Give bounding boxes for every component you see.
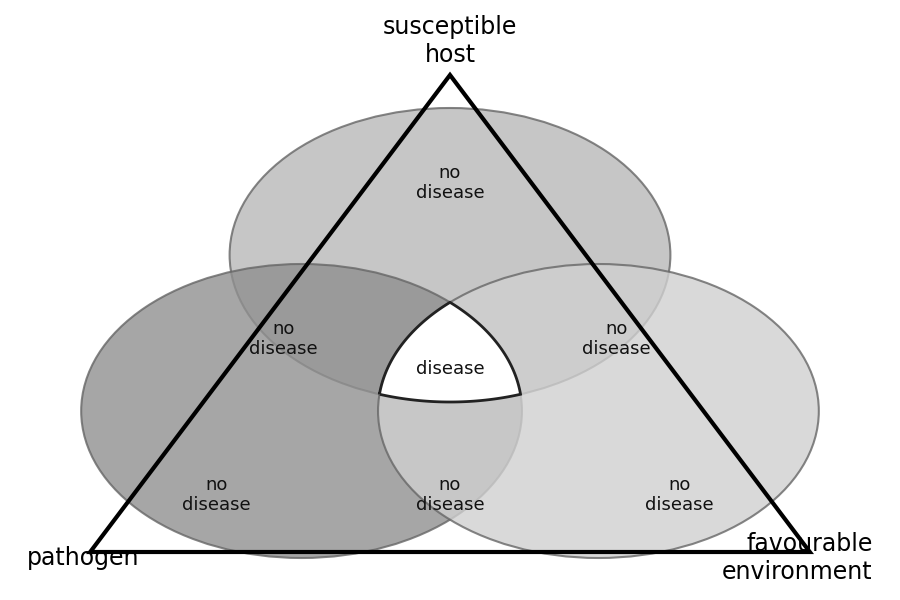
Text: no
disease: no disease: [416, 164, 484, 202]
Text: no
disease: no disease: [182, 476, 250, 514]
Text: susceptible
host: susceptible host: [382, 15, 518, 67]
Text: no
disease: no disease: [582, 320, 651, 358]
Text: disease: disease: [416, 360, 484, 378]
Text: pathogen: pathogen: [27, 546, 140, 570]
Circle shape: [81, 264, 522, 558]
Polygon shape: [380, 302, 520, 402]
Text: no
disease: no disease: [645, 476, 714, 514]
Text: no
disease: no disease: [249, 320, 318, 358]
Circle shape: [378, 264, 819, 558]
Text: favourable
environment: favourable environment: [722, 532, 873, 584]
Text: no
disease: no disease: [416, 476, 484, 514]
Circle shape: [230, 108, 670, 402]
